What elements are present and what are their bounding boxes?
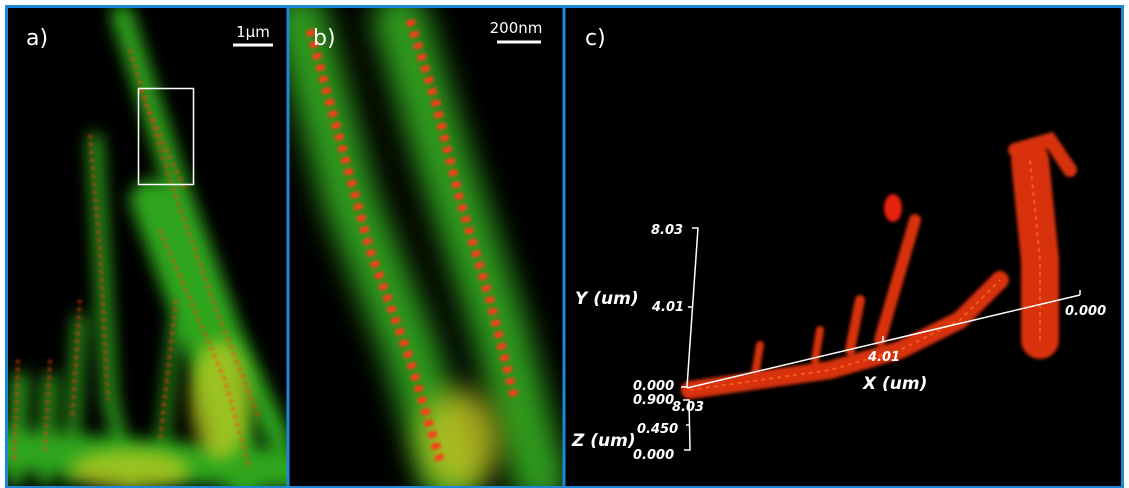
scale-bar-label: 1μm (236, 23, 270, 41)
panel-b: b) 200nm (289, 8, 563, 488)
panel-label: c) (585, 26, 606, 51)
x-tick-label: 8.03 (672, 400, 704, 415)
panel-label: a) (26, 26, 48, 51)
z-tick-label: 0.450 (637, 422, 678, 437)
x-tick-label: 4.01 (867, 350, 900, 365)
z-tick-label: 0.900 (633, 393, 674, 408)
scale-bar-label: 200nm (490, 19, 543, 37)
x-tick-label: 0.000 (1065, 304, 1106, 319)
y-tick-label: 4.01 (651, 300, 684, 315)
panel-label: b) (313, 26, 336, 51)
panel-c: c) 8.03 Y (um) 4.01 0.000 0.900 8.03 0.4… (565, 8, 1121, 486)
x-axis-title: X (um) (862, 374, 927, 394)
figure: a) 1μm b) 200nm (0, 0, 1129, 488)
panel-a: a) 1μm (8, 8, 287, 488)
y-tick-label: 8.03 (651, 223, 683, 238)
y-axis-title: Y (um) (575, 289, 639, 309)
z-tick-label: 0.000 (633, 448, 674, 463)
y-tick-label: 0.000 (633, 379, 674, 394)
z-axis-title: Z (um) (571, 431, 636, 451)
